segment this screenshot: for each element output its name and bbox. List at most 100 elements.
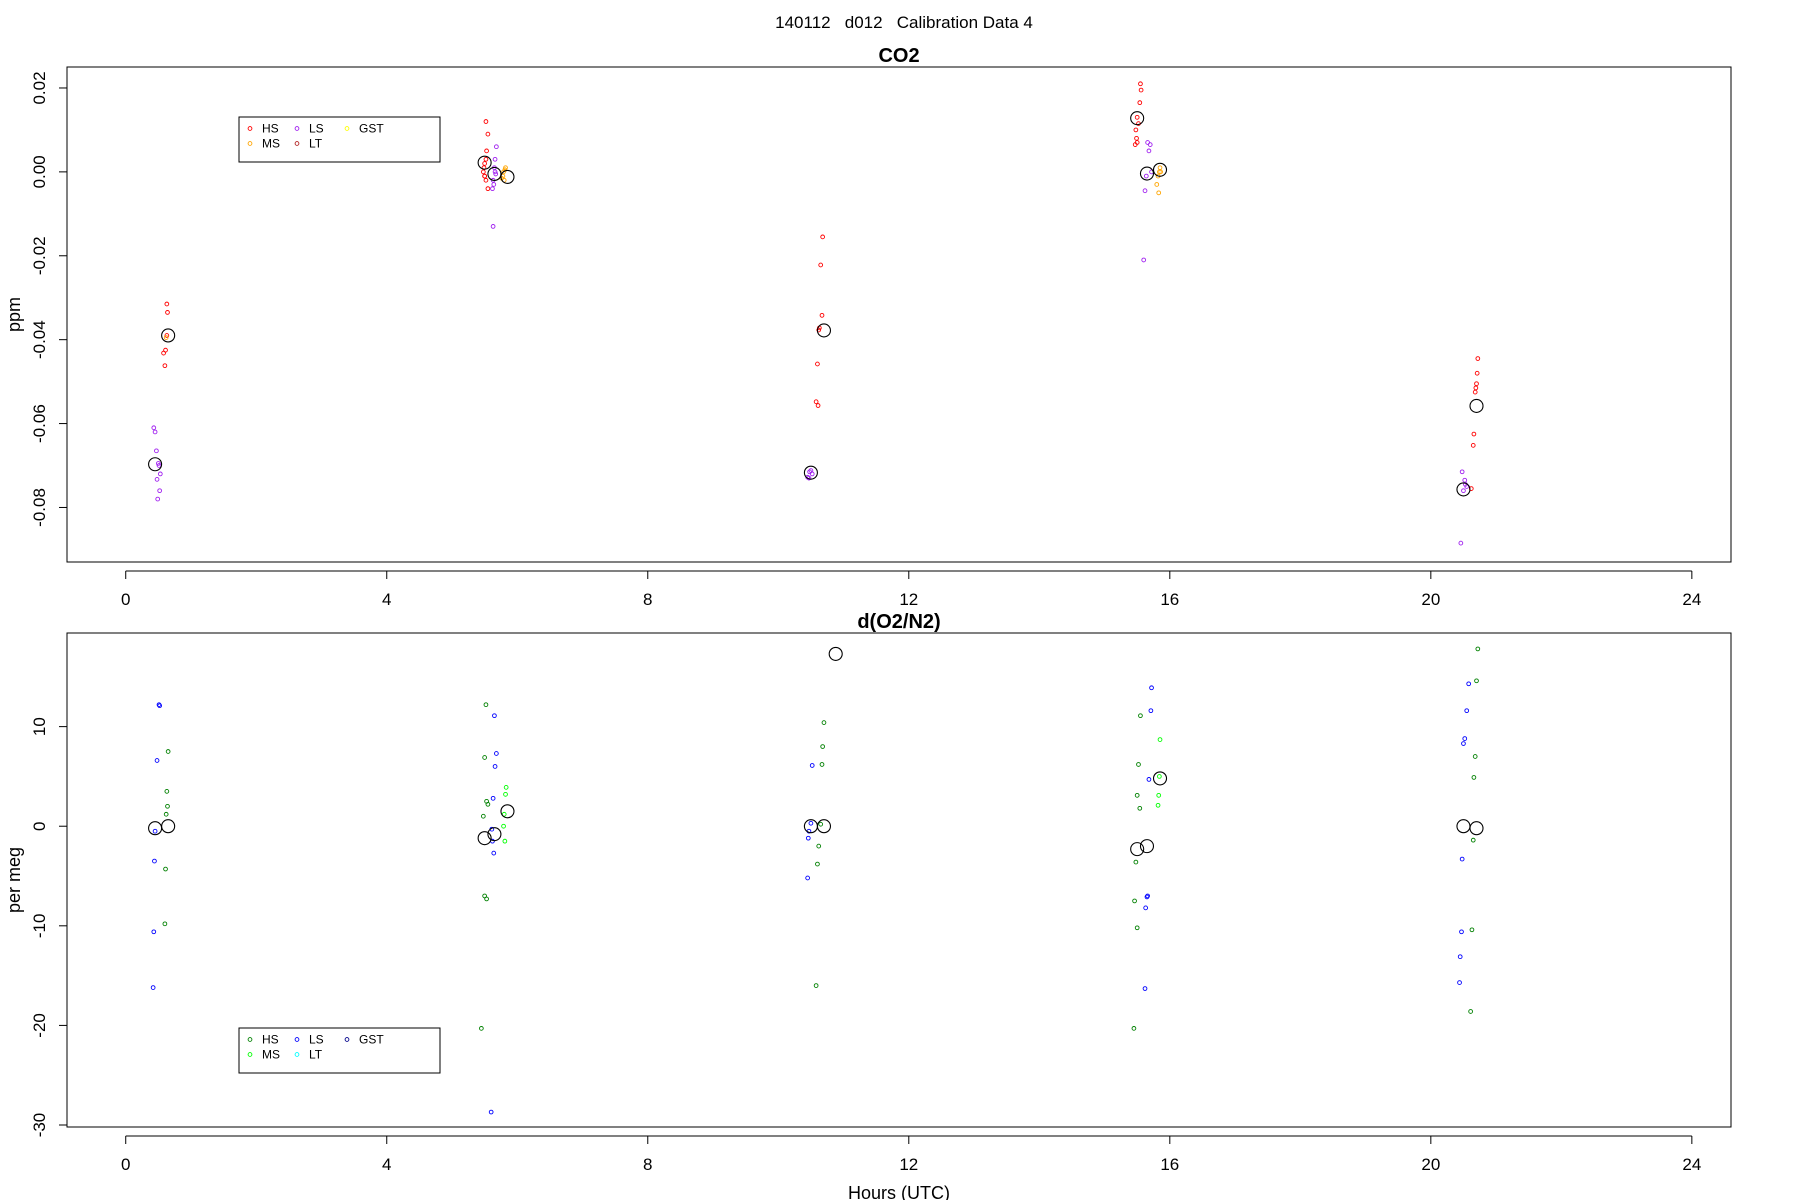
data-point-hs bbox=[1472, 389, 1478, 395]
y-axis-label: per meg bbox=[4, 847, 24, 913]
data-point-hs bbox=[163, 811, 169, 817]
data-point-ls bbox=[492, 169, 498, 175]
data-point-hs bbox=[1138, 713, 1143, 719]
data-point-hs bbox=[485, 801, 491, 807]
data-point-hs bbox=[815, 361, 820, 367]
legend-marker-hs bbox=[247, 1037, 253, 1042]
data-point-hs bbox=[480, 169, 486, 175]
data-point-ls bbox=[150, 985, 156, 990]
legend-label-gst: GST bbox=[359, 1033, 384, 1047]
y-tick-label: -20 bbox=[30, 1013, 49, 1038]
data-point-hs bbox=[161, 350, 166, 356]
data-point-hs bbox=[483, 119, 489, 124]
mean-marker bbox=[477, 831, 492, 846]
data-point-ls bbox=[156, 461, 161, 466]
data-point-ls bbox=[1144, 894, 1150, 900]
mean-marker bbox=[1139, 839, 1155, 854]
data-point-hs bbox=[1474, 381, 1479, 387]
data-point-hs bbox=[479, 1026, 484, 1031]
data-point-hs bbox=[1138, 87, 1144, 93]
y-tick-label: 0.00 bbox=[30, 155, 49, 188]
series-ms bbox=[501, 737, 1163, 844]
mean-marker bbox=[1469, 821, 1484, 836]
y-tick-label: -10 bbox=[30, 914, 49, 939]
data-point-hs bbox=[1475, 356, 1481, 361]
data-point-ls bbox=[1459, 469, 1465, 475]
legend-box bbox=[238, 1027, 441, 1074]
data-point-hs bbox=[818, 262, 824, 268]
data-point-ls bbox=[494, 144, 499, 150]
data-point-ms bbox=[1157, 774, 1162, 779]
legend-marker-gst bbox=[344, 1037, 350, 1042]
data-point-ls bbox=[1146, 148, 1152, 154]
data-point-ls bbox=[1142, 986, 1148, 991]
data-point-ls bbox=[805, 835, 811, 841]
data-point-hs bbox=[164, 333, 170, 338]
legend-label-ls: LS bbox=[309, 1033, 324, 1047]
y-tick-label: -0.06 bbox=[30, 404, 49, 443]
data-point-ls bbox=[1461, 741, 1466, 746]
x-axis: 0 4 8 12 16 20 24 Hours (UTC) bbox=[121, 1135, 1701, 1200]
data-point-ls bbox=[152, 828, 158, 834]
legend-label-hs: HS bbox=[262, 122, 279, 136]
data-point-hs bbox=[819, 312, 825, 318]
x-axis-label: Hours (UTC) bbox=[848, 1183, 950, 1200]
mean-marker bbox=[1130, 111, 1145, 126]
mean-marker bbox=[816, 323, 832, 338]
data-point-hs bbox=[813, 399, 819, 405]
data-point-hs bbox=[1470, 837, 1476, 843]
data-point-ls bbox=[1457, 954, 1463, 960]
mean-marker bbox=[487, 827, 502, 842]
data-point-ls bbox=[1461, 488, 1466, 494]
data-point-hs bbox=[1138, 81, 1143, 87]
data-point-ls bbox=[1459, 929, 1464, 935]
legend-marker-ms bbox=[247, 1052, 253, 1057]
data-point-hs bbox=[1133, 859, 1139, 865]
data-point-ls bbox=[809, 471, 815, 477]
data-point-ls bbox=[154, 448, 159, 454]
data-point-ms bbox=[1158, 169, 1164, 175]
legend-label-hs: HS bbox=[262, 1033, 279, 1047]
data-point-hs bbox=[1469, 927, 1475, 933]
data-point-ls bbox=[805, 875, 810, 881]
data-point-ls bbox=[488, 1109, 494, 1115]
x-tick-label: 12 bbox=[899, 1155, 918, 1174]
data-point-ls bbox=[1457, 980, 1462, 985]
data-point-hs bbox=[815, 861, 820, 867]
data-point-ls bbox=[151, 929, 157, 935]
legend-marker-ls bbox=[294, 1037, 300, 1042]
x-tick-label: 16 bbox=[1160, 1155, 1179, 1174]
data-point-ms bbox=[503, 785, 509, 790]
y-axis: -0.08 -0.06 -0.04 -0.02 0.00 0.02 ppm bbox=[4, 71, 68, 527]
data-point-ls bbox=[494, 751, 499, 756]
data-point-ls bbox=[1148, 708, 1154, 714]
data-point-hs bbox=[813, 983, 819, 988]
legend-label-ms: MS bbox=[262, 1048, 280, 1062]
mean-marker bbox=[477, 155, 492, 170]
data-point-ms bbox=[503, 791, 508, 797]
data-point-hs bbox=[482, 755, 487, 760]
data-point-ls bbox=[1462, 477, 1468, 483]
data-point-ms bbox=[1156, 190, 1162, 196]
data-point-ms bbox=[503, 165, 508, 171]
mean-marker bbox=[816, 819, 832, 834]
data-point-hs bbox=[1134, 114, 1140, 120]
panel-1: CO2 0 4 8 12 16 20 24 -0.08 -0.06 -0.04 -0.02 0.00 0.… bbox=[4, 45, 1732, 609]
legend-box bbox=[238, 116, 441, 163]
y-tick-label: -0.02 bbox=[30, 236, 49, 275]
data-point-ms bbox=[1154, 182, 1160, 187]
mean-marker bbox=[1456, 482, 1471, 497]
data-point-ls bbox=[1142, 188, 1148, 194]
data-point-hs bbox=[1472, 754, 1478, 759]
data-point-ls bbox=[154, 477, 160, 482]
data-point-ls bbox=[157, 488, 163, 494]
x-tick-label: 12 bbox=[899, 590, 918, 609]
data-point-hs bbox=[1474, 370, 1480, 376]
data-point-hs bbox=[819, 762, 825, 767]
data-point-hs bbox=[1134, 925, 1140, 931]
y-tick-label: -0.04 bbox=[30, 320, 49, 359]
data-point-hs bbox=[483, 177, 489, 183]
y-axis: -30 -20 -10 0 10 per meg bbox=[4, 717, 68, 1137]
mean-marker bbox=[161, 819, 176, 834]
